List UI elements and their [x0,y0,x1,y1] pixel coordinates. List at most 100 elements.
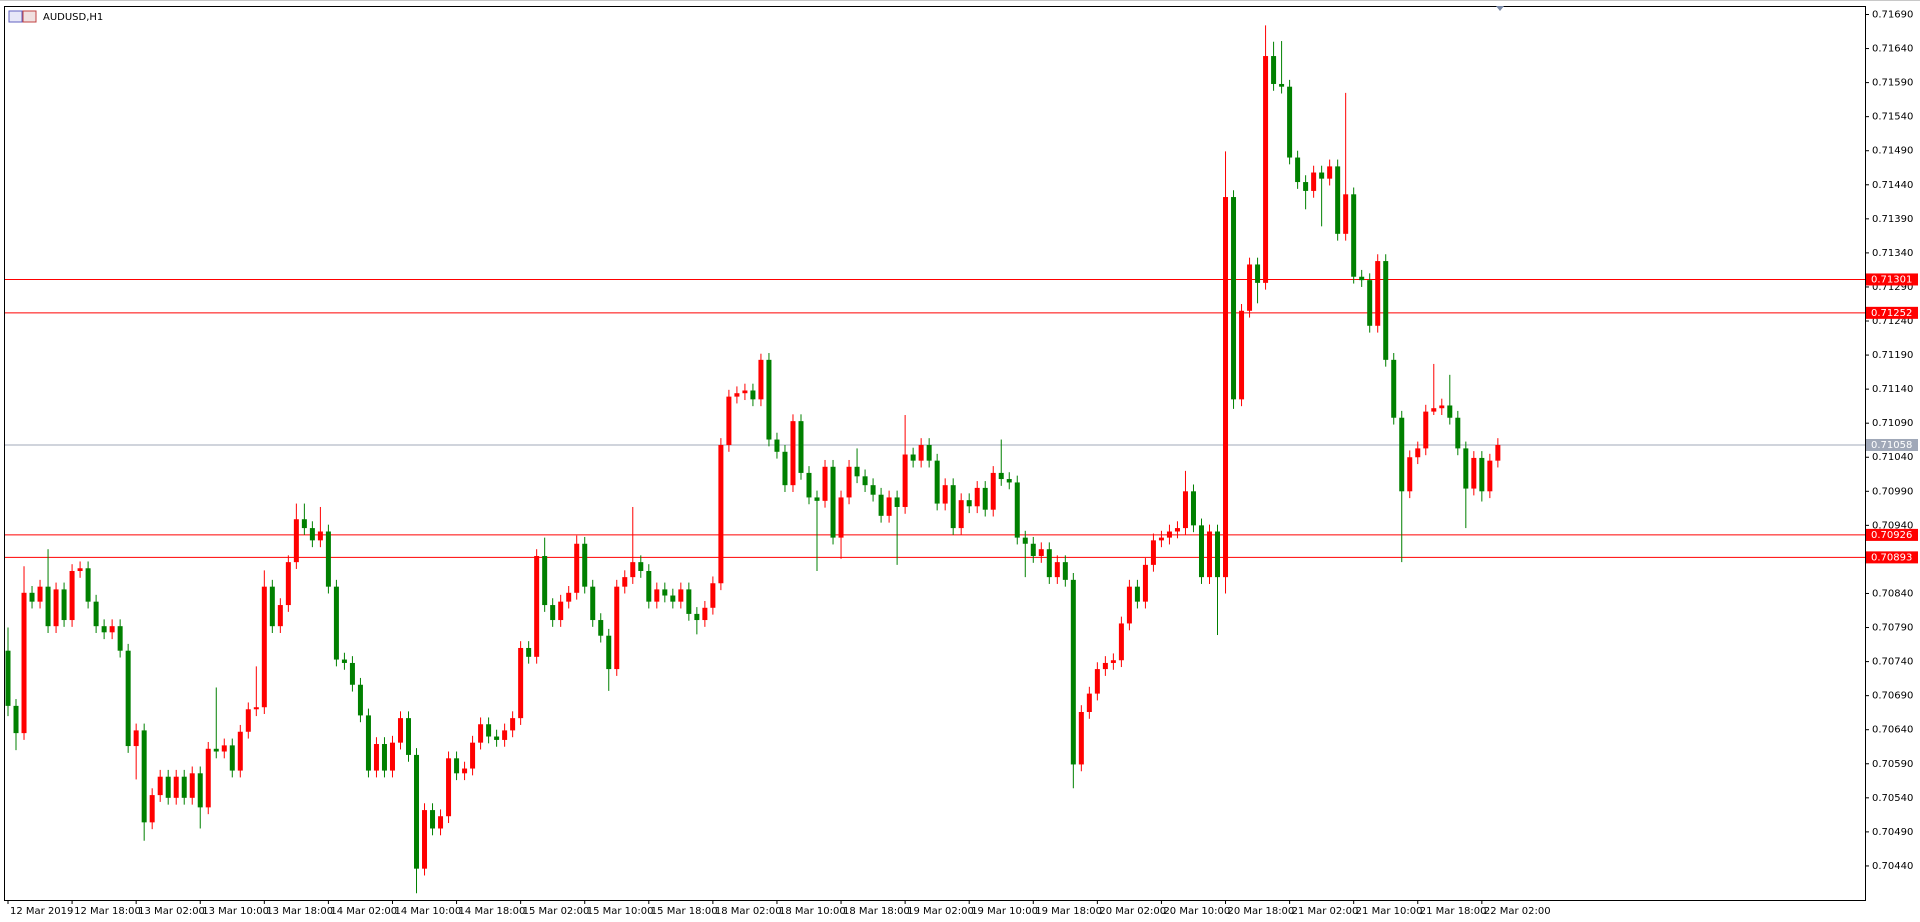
x-tick-label: 15 Mar 10:00 [587,906,654,917]
candle-body [750,390,756,400]
candle-body [518,647,524,719]
candle-body [1415,448,1421,458]
candle-body [141,730,147,823]
x-tick-label: 19 Mar 18:00 [1035,906,1102,917]
candle-body [550,605,556,621]
candle-body [862,476,868,486]
x-tick-label: 20 Mar 02:00 [1099,906,1166,917]
candle-body [1142,564,1148,602]
y-tick-label: 0.71090 [1872,418,1913,429]
candle-body [718,444,724,584]
candle-body [165,776,171,798]
candle-body [349,662,355,685]
candle-body [77,568,83,571]
candle-body [846,466,852,498]
candle-body [982,487,988,510]
candle-body [854,466,860,477]
candle-body [1423,411,1429,449]
candle-body [1311,172,1317,191]
candle-body [670,595,676,602]
candle-body [678,589,684,602]
y-tick-label: 0.70590 [1872,759,1913,770]
candle-body [1102,662,1108,670]
candle-body [686,589,692,614]
candle-body [958,500,964,529]
y-tick-label: 0.71590 [1872,78,1913,89]
candle-body [470,742,476,769]
candle-body [878,494,884,516]
candle-body [93,601,99,627]
candle-body [1006,479,1012,483]
y-tick-label: 0.70940 [1872,520,1913,531]
candle-body [317,531,323,541]
candle-body [285,562,291,606]
candle-body [365,715,371,771]
y-tick-label: 0.70640 [1872,725,1913,736]
candle-body [566,592,572,602]
candle-body [558,601,564,621]
x-tick-label: 14 Mar 02:00 [330,906,397,917]
plot-frame [4,6,1866,901]
x-tick-label: 22 Mar 02:00 [1484,906,1551,917]
level-line-label: 0.70893 [1871,552,1912,563]
candle-body [253,707,259,710]
y-tick-label: 0.71290 [1872,282,1913,293]
candle-body [1375,261,1381,326]
candle-body [1391,359,1397,418]
candle-body [918,444,924,461]
candle-body [822,466,828,501]
candle-body [157,776,163,796]
y-tick-label: 0.70990 [1872,486,1913,497]
candle-body [990,472,996,510]
x-tick-label: 21 Mar 18:00 [1420,906,1487,917]
candle-body [189,773,195,798]
candle-body [406,718,411,755]
candle-body [462,768,468,774]
candle-body [45,586,51,627]
candle-body [1078,712,1084,765]
candle-body [734,393,740,397]
x-tick-label: 21 Mar 10:00 [1356,906,1423,917]
candle-body [85,568,91,602]
chart-title: AUDUSD,H1 [43,12,103,23]
x-tick-label: 20 Mar 10:00 [1163,906,1230,917]
candle-body [237,731,243,771]
candle-body [213,748,219,752]
candle-body [261,586,267,708]
candle-body [181,776,187,798]
level-line-label: 0.70926 [1871,530,1912,541]
candle-body [1215,531,1221,578]
candle-body [1383,261,1389,360]
y-tick-label: 0.71540 [1872,112,1913,123]
candle-body [325,531,331,587]
candle-body [446,758,452,817]
candle-body [1190,491,1196,526]
x-tick-label: 14 Mar 18:00 [459,906,526,917]
candle-body [1207,531,1212,578]
icon-box [8,10,23,23]
candle-body [373,744,379,771]
x-tick-label: 18 Mar 18:00 [843,906,910,917]
candle-body [478,724,484,743]
candle-body [205,748,211,808]
candle-body [1335,166,1341,234]
candle-body [430,810,436,829]
candle-body [309,528,315,541]
candle-body [1126,586,1132,624]
candle-body [1439,405,1445,409]
candle-body [838,497,844,538]
candle-body [454,758,460,774]
candle-body [902,454,908,507]
candle-body [638,562,644,571]
y-tick-label: 0.70790 [1872,623,1913,634]
candle-body [646,571,652,602]
y-tick-label: 0.70490 [1872,827,1913,838]
candle-body [974,487,980,507]
candle-body [1022,537,1028,544]
candle-body [694,613,700,621]
candle-body [397,718,403,743]
candle-body [542,556,548,606]
candle-body [357,684,363,716]
candle-body [1223,197,1229,578]
